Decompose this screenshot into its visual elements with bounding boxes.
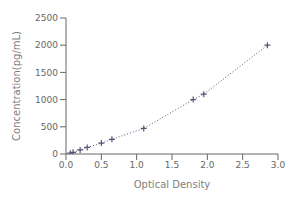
svg-text:Optical Density: Optical Density [134, 179, 211, 190]
svg-text:0: 0 [52, 149, 58, 159]
svg-text:1.5: 1.5 [165, 160, 179, 170]
svg-text:1.0: 1.0 [130, 160, 145, 170]
svg-text:1000: 1000 [35, 95, 58, 105]
svg-text:500: 500 [41, 122, 58, 132]
svg-text:0.5: 0.5 [94, 160, 108, 170]
svg-text:2500: 2500 [35, 13, 58, 23]
svg-text:2.5: 2.5 [236, 160, 250, 170]
svg-text:0.0: 0.0 [59, 160, 74, 170]
svg-text:3.0: 3.0 [271, 160, 286, 170]
svg-text:1500: 1500 [35, 68, 58, 78]
svg-text:2000: 2000 [35, 40, 58, 50]
svg-text:2.0: 2.0 [200, 160, 215, 170]
svg-text:Concentration(pg/mL): Concentration(pg/mL) [11, 31, 22, 141]
